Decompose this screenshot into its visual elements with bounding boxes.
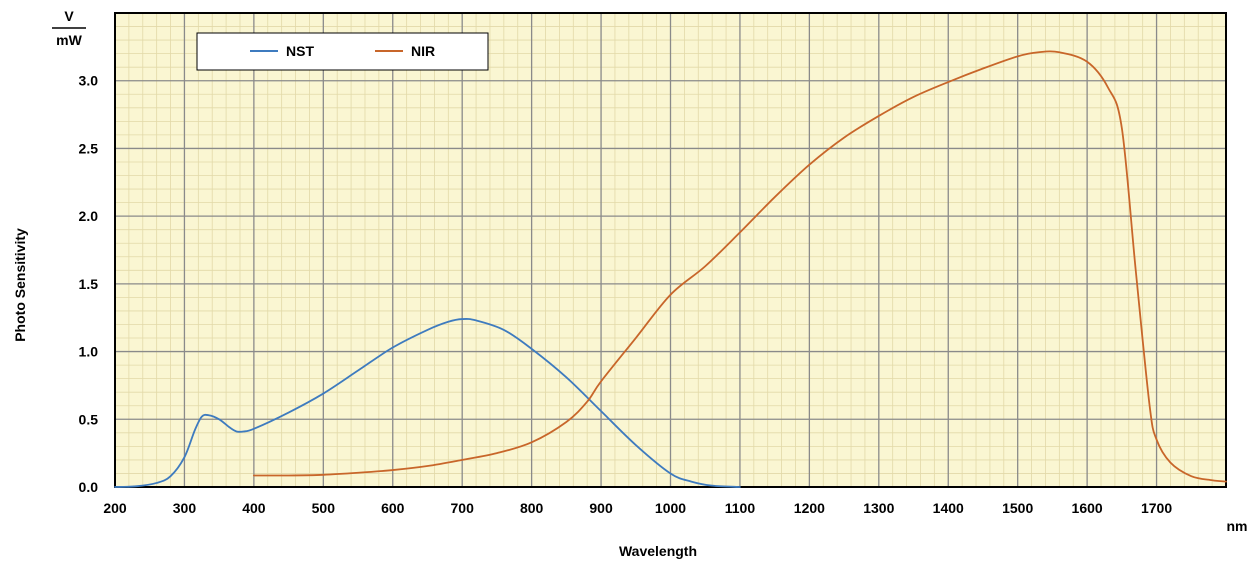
y-unit-numerator: V	[64, 8, 74, 24]
legend-box	[196, 32, 489, 71]
series-line-nir	[252, 50, 1227, 483]
plot-border	[114, 12, 1227, 488]
y-tick-label: 0.5	[79, 411, 99, 427]
y-tick-labels: 0.0 0.5 1.0 1.5 2.0 2.5 3.0	[79, 73, 99, 495]
y-tick-label: 1.0	[79, 344, 99, 360]
legend: NST NIR	[196, 32, 489, 71]
x-tick-label: 1500	[1002, 500, 1033, 516]
x-tick-label: 200	[103, 500, 127, 516]
x-tick-label: 1700	[1141, 500, 1172, 516]
y-tick-label: 1.5	[79, 276, 99, 292]
y-tick-label: 2.5	[79, 140, 99, 156]
x-tick-label: 1600	[1072, 500, 1103, 516]
x-tick-labels: 200 300 400 500 600 700 800 900 1000 1100 1200 1300…	[103, 500, 1172, 516]
x-tick-label: 1300	[863, 500, 894, 516]
y-unit-denominator: mW	[56, 32, 82, 48]
x-tick-label: 400	[242, 500, 266, 516]
series-line-nst	[114, 318, 741, 488]
x-axis-label: Wavelength	[619, 543, 697, 559]
series-layer	[114, 50, 1227, 488]
x-tick-label: 1400	[933, 500, 964, 516]
x-axis-unit: nm	[1227, 518, 1248, 534]
y-tick-label: 3.0	[79, 73, 99, 89]
y-tick-label: 0.0	[79, 479, 99, 495]
x-tick-label: 700	[451, 500, 475, 516]
x-tick-label: 500	[312, 500, 336, 516]
legend-label-nir: NIR	[411, 43, 435, 59]
x-tick-label: 300	[173, 500, 197, 516]
x-tick-label: 900	[589, 500, 613, 516]
x-tick-label: 600	[381, 500, 405, 516]
legend-label-nst: NST	[286, 43, 314, 59]
x-tick-label: 1100	[725, 500, 756, 516]
x-tick-label: 800	[520, 500, 544, 516]
x-tick-label: 1000	[655, 500, 686, 516]
x-tick-label: 1200	[794, 500, 825, 516]
y-tick-label: 2.0	[79, 208, 99, 224]
y-axis-label: Photo Sensitivity	[12, 228, 28, 342]
